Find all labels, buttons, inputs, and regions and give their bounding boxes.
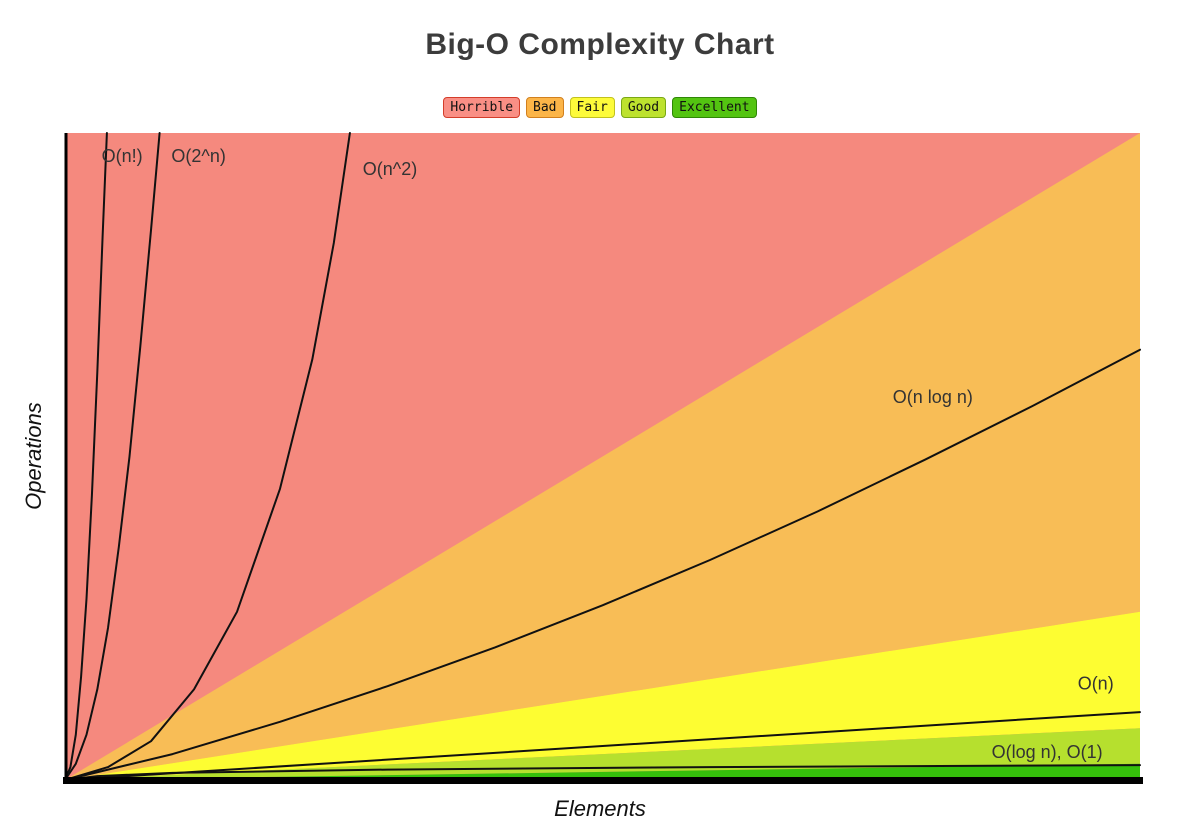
legend-badge-fair: Fair xyxy=(569,97,615,118)
legend-badge-good: Good xyxy=(620,97,667,118)
curve-2-pow-n xyxy=(64,132,161,781)
curve-log-n-1 xyxy=(64,764,1141,781)
curve-label-2-pow-n: O(2^n) xyxy=(171,146,225,166)
legend-badge-horrible: Horrible xyxy=(443,97,521,118)
curve-label-n-log-n: O(n log n) xyxy=(893,387,973,407)
curve-n xyxy=(64,711,1141,781)
curve-label-log-n-1: O(log n), O(1) xyxy=(992,742,1103,762)
curve-n-log-n xyxy=(64,348,1141,781)
legend: Horrible Bad Fair Good Excellent xyxy=(0,97,1200,118)
x-axis-line xyxy=(63,777,1143,784)
curve-label-n-factorial: O(n!) xyxy=(102,146,143,166)
region-bad xyxy=(65,133,1140,780)
legend-badge-bad: Bad xyxy=(526,97,564,118)
legend-badge-excellent: Excellent xyxy=(672,97,757,118)
region-excellent xyxy=(65,763,1140,780)
y-axis-label: Operations xyxy=(21,402,46,510)
curve-n-factorial xyxy=(64,132,108,781)
curve-label-n: O(n) xyxy=(1078,673,1114,693)
complexity-curves xyxy=(64,132,1141,781)
region-fair xyxy=(65,611,1140,780)
x-axis-label: Elements xyxy=(554,796,646,821)
curve-label-n-squared: O(n^2) xyxy=(363,159,417,179)
curve-n-squared xyxy=(64,132,351,781)
curve-labels: O(n!) O(2^n) O(n^2) O(n log n) O(n) O(log n),… xyxy=(102,146,1114,762)
chart-title: Big-O Complexity Chart xyxy=(425,28,775,61)
rating-regions xyxy=(65,133,1140,780)
